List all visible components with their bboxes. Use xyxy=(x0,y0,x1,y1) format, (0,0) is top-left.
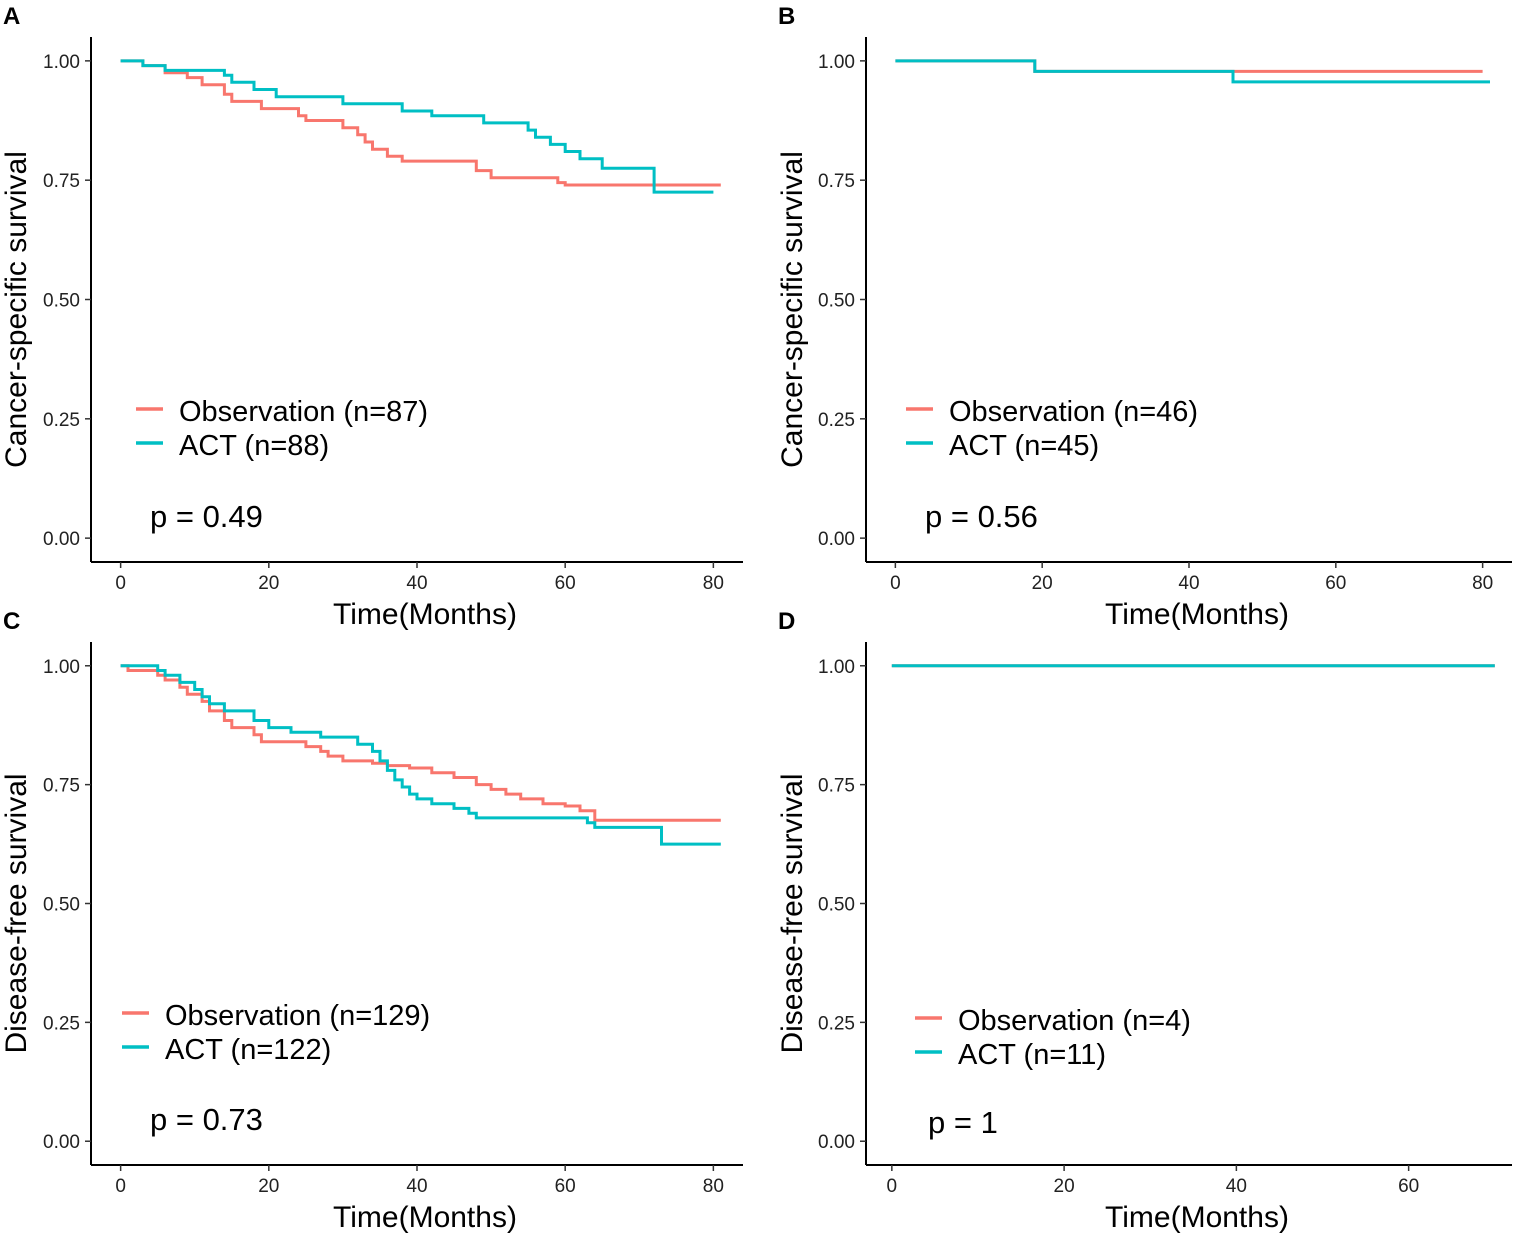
panel-b: B 0.00 0.25 0.50 0.75 1.00 0 20 40 60 80 Time(Month… xyxy=(776,3,1512,631)
y-tick-label: 0.00 xyxy=(43,1132,80,1153)
y-tick-label: 0.00 xyxy=(818,1132,855,1153)
y-tick-label: 1.00 xyxy=(818,657,855,678)
x-tick-label: 80 xyxy=(1472,573,1493,594)
y-tick-label: 0.25 xyxy=(818,1013,855,1034)
x-tick-label: 80 xyxy=(703,573,724,594)
x-tick-label: 20 xyxy=(1054,1176,1075,1197)
y-tick-label: 0.00 xyxy=(43,529,80,550)
y-tick-label: 0.50 xyxy=(818,895,855,916)
legend-label: Observation (n=87) xyxy=(179,396,428,428)
x-axis-title: Time(Months) xyxy=(333,1201,517,1234)
x-tick-label: 20 xyxy=(258,573,279,594)
km-curve-act xyxy=(895,59,1490,84)
legend-label: ACT (n=45) xyxy=(949,430,1099,462)
panel-c: C 0.00 0.25 0.50 0.75 1.00 0 20 40 60 80 Time(Month… xyxy=(0,608,743,1234)
y-tick-label: 0.25 xyxy=(43,1013,80,1034)
y-tick-label: 0.75 xyxy=(43,776,80,797)
legend-label: Observation (n=4) xyxy=(958,1005,1191,1037)
km-curve-observation xyxy=(895,59,1483,73)
y-tick-label: 0.50 xyxy=(43,291,80,312)
panel-label: A xyxy=(3,3,20,30)
legend-label: ACT (n=88) xyxy=(179,430,329,462)
y-tick-label: 0.00 xyxy=(818,529,855,550)
y-tick-label: 1.00 xyxy=(43,657,80,678)
y-tick-label: 0.50 xyxy=(818,291,855,312)
y-tick-label: 0.75 xyxy=(818,776,855,797)
y-axis-title: Cancer-specific survival xyxy=(0,151,33,468)
y-axis-title: Disease-free survival xyxy=(776,773,809,1053)
panel-d: D 0.00 0.25 0.50 0.75 1.00 0 20 40 60 Time(Months)… xyxy=(776,608,1512,1234)
p-value: p = 0.73 xyxy=(150,1102,263,1137)
x-tick-label: 40 xyxy=(1226,1176,1247,1197)
legend-label: ACT (n=11) xyxy=(958,1039,1106,1071)
x-tick-label: 40 xyxy=(406,1176,427,1197)
x-tick-label: 60 xyxy=(1325,573,1346,594)
x-tick-label: 20 xyxy=(258,1176,279,1197)
km-curve-observation xyxy=(120,664,721,822)
x-tick-label: 20 xyxy=(1032,573,1053,594)
p-value: p = 0.49 xyxy=(150,499,263,534)
panel-label: B xyxy=(778,3,795,30)
x-axis-title: Time(Months) xyxy=(333,598,517,631)
y-tick-label: 0.75 xyxy=(43,171,80,192)
legend-label: Observation (n=46) xyxy=(949,396,1198,428)
x-tick-label: 40 xyxy=(406,573,427,594)
y-tick-label: 0.25 xyxy=(43,410,80,431)
x-tick-label: 60 xyxy=(555,573,576,594)
x-tick-label: 60 xyxy=(555,1176,576,1197)
y-axis-title: Cancer-specific survival xyxy=(776,151,809,468)
x-tick-label: 0 xyxy=(115,573,126,594)
y-tick-label: 1.00 xyxy=(818,52,855,73)
y-tick-label: 0.75 xyxy=(818,171,855,192)
x-tick-label: 0 xyxy=(890,573,901,594)
panel-label: D xyxy=(778,608,795,635)
x-tick-label: 0 xyxy=(115,1176,126,1197)
x-tick-label: 80 xyxy=(703,1176,724,1197)
y-tick-label: 1.00 xyxy=(43,52,80,73)
y-axis-title: Disease-free survival xyxy=(0,773,33,1053)
panel-a: A 0.00 0.25 0.50 0.75 1.00 0 20 40 60 80 Time(Month… xyxy=(0,3,743,631)
legend-label: Observation (n=129) xyxy=(165,1000,430,1032)
y-tick-label: 0.50 xyxy=(43,895,80,916)
km-curve-act xyxy=(120,664,721,846)
legend-label: ACT (n=122) xyxy=(165,1034,331,1066)
km-curve-act xyxy=(120,59,714,194)
panel-label: C xyxy=(3,608,20,635)
x-tick-label: 40 xyxy=(1178,573,1199,594)
x-tick-label: 0 xyxy=(887,1176,898,1197)
x-tick-label: 60 xyxy=(1398,1176,1419,1197)
p-value: p = 1 xyxy=(928,1105,998,1140)
km-curve-observation xyxy=(120,59,721,187)
x-axis-title: Time(Months) xyxy=(1105,1201,1289,1234)
p-value: p = 0.56 xyxy=(925,499,1038,534)
y-tick-label: 0.25 xyxy=(818,410,855,431)
x-axis-title: Time(Months) xyxy=(1105,598,1289,631)
